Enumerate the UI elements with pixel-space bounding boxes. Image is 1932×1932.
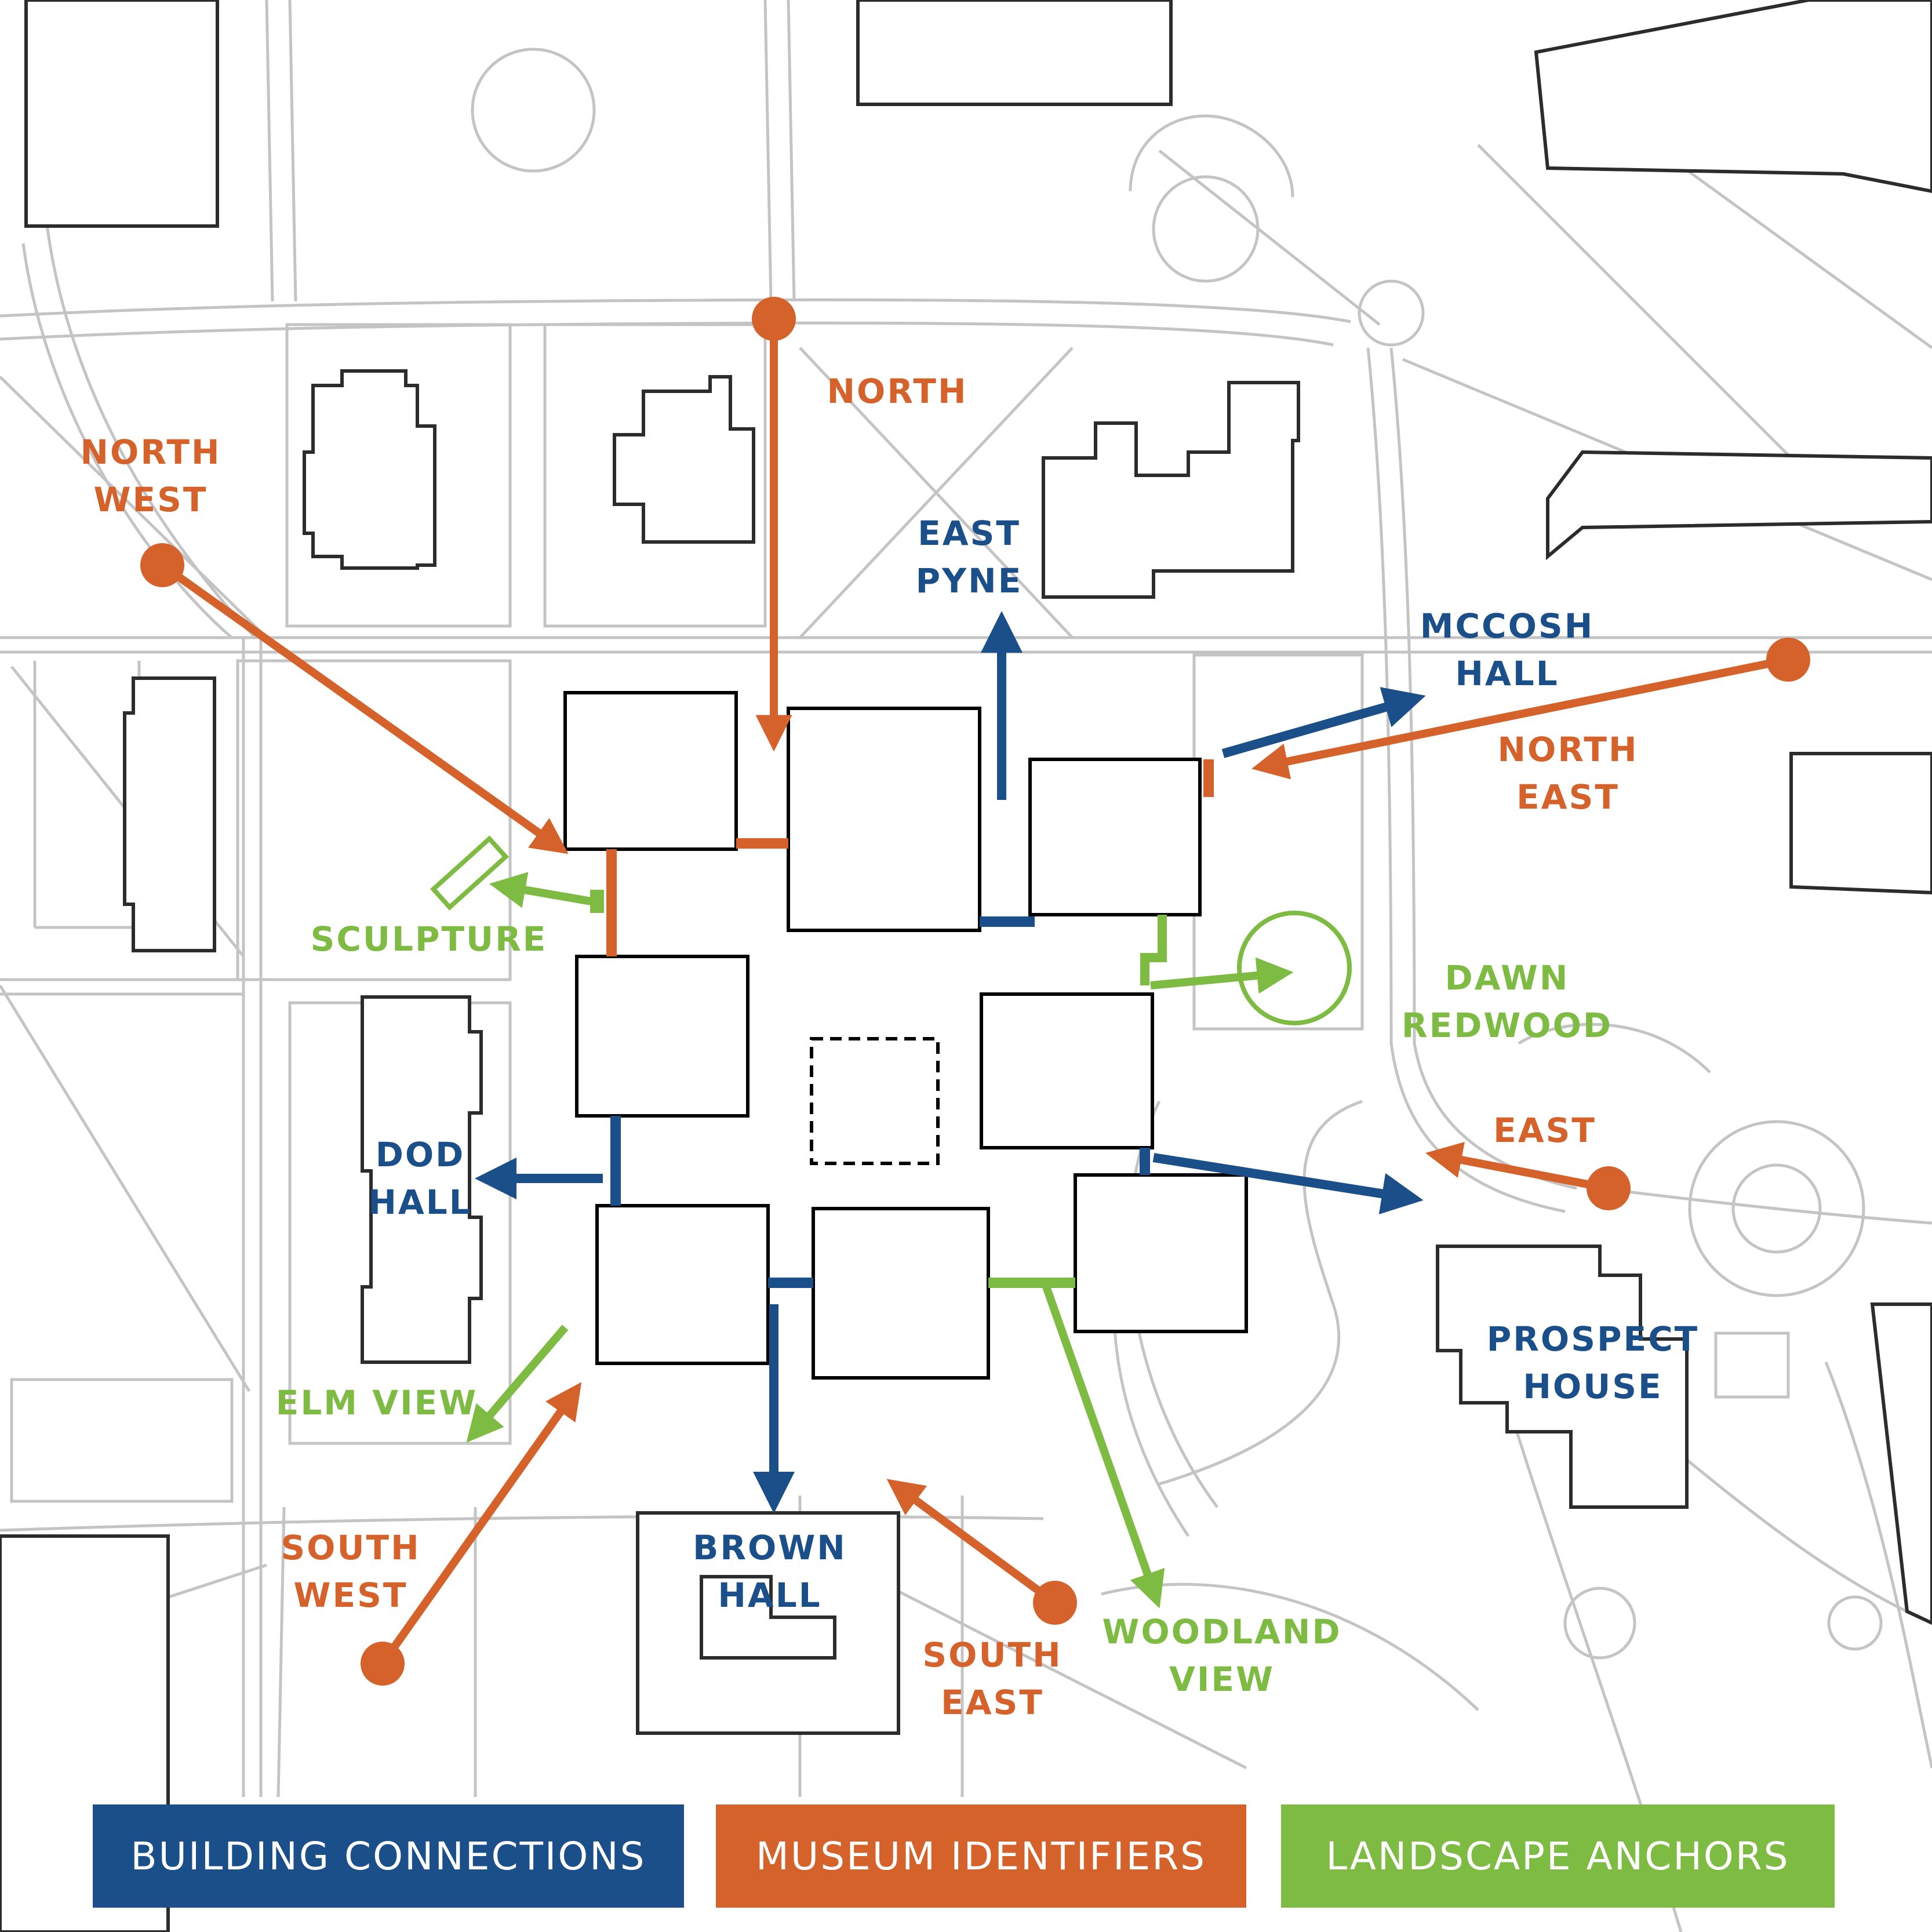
label-brown-hall-line2: HALL bbox=[718, 1576, 821, 1615]
legend-landscape-anchors: LANDSCAPE ANCHORS bbox=[1281, 1804, 1835, 1908]
label-north: NORTH bbox=[827, 372, 967, 411]
label-south-west-line1: SOUTH bbox=[281, 1528, 420, 1567]
map-labels: NORTH NORTH WEST NORTH EAST EAST SOUTH W… bbox=[80, 372, 1700, 1722]
future-pavilion-dashed bbox=[810, 1037, 940, 1165]
label-east: EAST bbox=[1493, 1111, 1596, 1150]
label-brown-hall-line1: BROWN bbox=[693, 1528, 847, 1567]
building-connection-arrows bbox=[475, 611, 1426, 1513]
label-prospect-house-line2: HOUSE bbox=[1523, 1367, 1662, 1406]
legend-building-connections-label: BUILDING CONNECTIONS bbox=[130, 1833, 646, 1879]
origin-dot-north-west bbox=[140, 543, 184, 587]
arrow-north-west bbox=[158, 561, 569, 854]
label-elm-view: ELM VIEW bbox=[276, 1383, 478, 1422]
label-north-east-line2: EAST bbox=[1516, 777, 1620, 817]
pavilion-sw bbox=[595, 1204, 770, 1365]
arrow-south-west bbox=[379, 1382, 582, 1668]
sculpture-plinth bbox=[430, 835, 510, 911]
label-south-west-line2: WEST bbox=[294, 1576, 408, 1615]
arrow-east bbox=[1425, 1142, 1613, 1192]
pavilion-n bbox=[787, 707, 981, 932]
pavilion-nw bbox=[563, 691, 738, 851]
label-north-west-line1: NORTH bbox=[80, 432, 221, 472]
legend-museum-identifiers: MUSEUM IDENTIFIERS bbox=[716, 1804, 1246, 1908]
landscape-anchor-targets bbox=[430, 835, 1352, 1025]
arrow-south-east bbox=[886, 1479, 1059, 1607]
label-mccosh-hall-line1: MCCOSH bbox=[1420, 606, 1594, 646]
museum-identifier-arrows bbox=[158, 315, 1792, 1668]
label-south-east-line1: SOUTH bbox=[922, 1635, 1062, 1675]
legend-museum-identifiers-label: MUSEUM IDENTIFIERS bbox=[755, 1833, 1207, 1879]
connector-bars bbox=[590, 759, 1214, 1288]
label-dod-hall-line2: HALL bbox=[368, 1183, 472, 1222]
arrow-mccosh-hall bbox=[1221, 687, 1426, 758]
label-east-pyne-line2: PYNE bbox=[916, 561, 1023, 601]
pavilion-se bbox=[1074, 1173, 1248, 1333]
origin-dot-south-east bbox=[1033, 1581, 1077, 1625]
pavilion-w bbox=[575, 955, 749, 1118]
arrow-prospect-house bbox=[1152, 1153, 1424, 1214]
label-dod-hall-line1: DOD bbox=[376, 1135, 465, 1174]
label-sculpture: SCULPTURE bbox=[311, 919, 548, 959]
origin-dot-east bbox=[1587, 1166, 1631, 1210]
museum-identifier-origins bbox=[140, 297, 1810, 1686]
pavilion-s bbox=[812, 1207, 990, 1380]
legend-building-connections: BUILDING CONNECTIONS bbox=[93, 1804, 684, 1908]
label-east-pyne-line1: EAST bbox=[918, 514, 1021, 553]
label-woodland-view-line1: WOODLAND bbox=[1102, 1612, 1341, 1651]
label-mccosh-hall-line2: HALL bbox=[1455, 654, 1559, 693]
arrow-elm-view bbox=[466, 1325, 569, 1443]
origin-dot-south-west bbox=[361, 1642, 405, 1686]
label-prospect-house-line1: PROSPECT bbox=[1487, 1319, 1700, 1359]
arrow-dawn-redwood bbox=[1150, 957, 1294, 994]
arrow-sculpture bbox=[489, 872, 592, 908]
pavilion-e bbox=[980, 992, 1154, 1149]
label-woodland-view-line2: VIEW bbox=[1169, 1660, 1275, 1699]
origin-dot-north bbox=[752, 297, 796, 341]
legend-landscape-anchors-label: LANDSCAPE ANCHORS bbox=[1326, 1833, 1790, 1879]
origin-dot-north-east bbox=[1766, 638, 1810, 682]
label-north-east-line1: NORTH bbox=[1497, 730, 1638, 769]
museum-pavilions bbox=[563, 691, 1248, 1380]
landscape-anchor-arrows bbox=[466, 872, 1294, 1609]
dawn-redwood-tree bbox=[1237, 911, 1352, 1025]
arrow-north-east bbox=[1251, 656, 1792, 780]
arrow-woodland-view bbox=[1042, 1285, 1165, 1609]
pavilion-ne bbox=[1028, 758, 1202, 916]
label-dawn-redwood-line1: DAWN bbox=[1445, 958, 1570, 998]
label-north-west-line2: WEST bbox=[94, 480, 208, 519]
label-dawn-redwood-line2: REDWOOD bbox=[1402, 1006, 1613, 1045]
label-south-east-line2: EAST bbox=[941, 1683, 1044, 1722]
